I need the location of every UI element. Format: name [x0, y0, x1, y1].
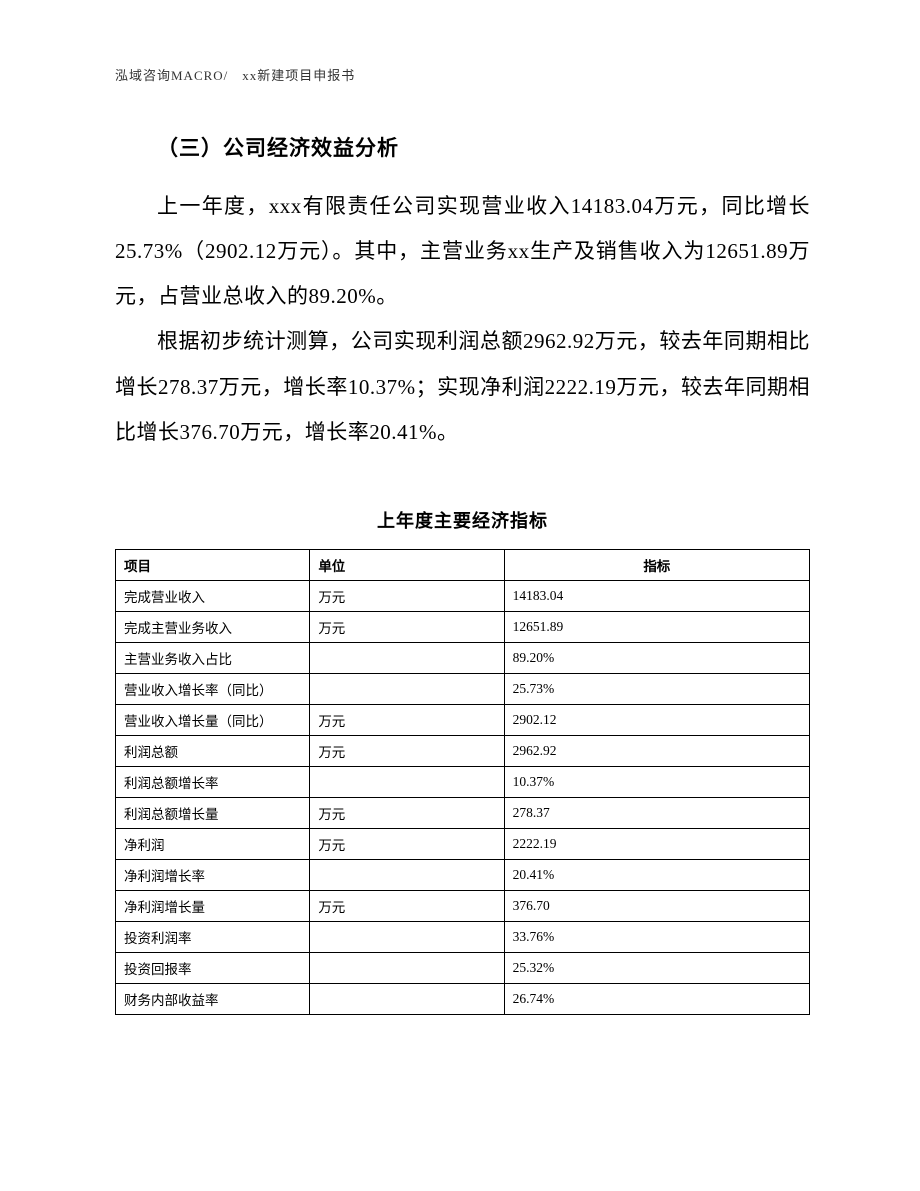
table-row: 净利润 万元 2222.19	[116, 828, 810, 859]
cell-item: 财务内部收益率	[116, 983, 310, 1014]
cell-unit: 万元	[310, 735, 504, 766]
col-header-indicator: 指标	[504, 549, 809, 580]
table-body: 完成营业收入 万元 14183.04 完成主营业务收入 万元 12651.89 …	[116, 580, 810, 1014]
cell-unit	[310, 673, 504, 704]
cell-indicator: 278.37	[504, 797, 809, 828]
cell-unit: 万元	[310, 611, 504, 642]
paragraph-2: 根据初步统计测算，公司实现利润总额2962.92万元，较去年同期相比增长278.…	[115, 319, 810, 454]
cell-indicator: 2902.12	[504, 704, 809, 735]
cell-item: 净利润增长率	[116, 859, 310, 890]
cell-unit: 万元	[310, 890, 504, 921]
table-header-row: 项目 单位 指标	[116, 549, 810, 580]
indicators-table: 项目 单位 指标 完成营业收入 万元 14183.04 完成主营业务收入 万元 …	[115, 549, 810, 1015]
table-row: 营业收入增长量（同比） 万元 2902.12	[116, 704, 810, 735]
cell-indicator: 12651.89	[504, 611, 809, 642]
cell-indicator: 25.32%	[504, 952, 809, 983]
paragraph-1: 上一年度，xxx有限责任公司实现营业收入14183.04万元，同比增长25.73…	[115, 184, 810, 319]
cell-indicator: 33.76%	[504, 921, 809, 952]
cell-item: 营业收入增长量（同比）	[116, 704, 310, 735]
document-page: 泓域咨询MACRO/ xx新建项目申报书 （三）公司经济效益分析 上一年度，xx…	[0, 0, 920, 1085]
cell-indicator: 10.37%	[504, 766, 809, 797]
cell-unit: 万元	[310, 797, 504, 828]
cell-item: 净利润增长量	[116, 890, 310, 921]
table-row: 利润总额 万元 2962.92	[116, 735, 810, 766]
table-row: 完成主营业务收入 万元 12651.89	[116, 611, 810, 642]
section-heading: （三）公司经济效益分析	[115, 132, 810, 162]
cell-unit: 万元	[310, 828, 504, 859]
cell-item: 主营业务收入占比	[116, 642, 310, 673]
cell-indicator: 2222.19	[504, 828, 809, 859]
cell-item: 利润总额增长量	[116, 797, 310, 828]
table-row: 投资利润率 33.76%	[116, 921, 810, 952]
cell-item: 投资利润率	[116, 921, 310, 952]
table-row: 利润总额增长量 万元 278.37	[116, 797, 810, 828]
cell-indicator: 14183.04	[504, 580, 809, 611]
table-row: 利润总额增长率 10.37%	[116, 766, 810, 797]
cell-indicator: 89.20%	[504, 642, 809, 673]
table-row: 营业收入增长率（同比） 25.73%	[116, 673, 810, 704]
cell-item: 营业收入增长率（同比）	[116, 673, 310, 704]
cell-unit	[310, 766, 504, 797]
cell-indicator: 25.73%	[504, 673, 809, 704]
table-row: 投资回报率 25.32%	[116, 952, 810, 983]
cell-unit: 万元	[310, 704, 504, 735]
cell-item: 净利润	[116, 828, 310, 859]
table-row: 净利润增长率 20.41%	[116, 859, 810, 890]
cell-unit	[310, 859, 504, 890]
table-row: 财务内部收益率 26.74%	[116, 983, 810, 1014]
cell-indicator: 2962.92	[504, 735, 809, 766]
cell-indicator: 26.74%	[504, 983, 809, 1014]
cell-unit: 万元	[310, 580, 504, 611]
cell-indicator: 376.70	[504, 890, 809, 921]
cell-unit	[310, 921, 504, 952]
cell-unit	[310, 952, 504, 983]
table-row: 主营业务收入占比 89.20%	[116, 642, 810, 673]
table-row: 净利润增长量 万元 376.70	[116, 890, 810, 921]
cell-item: 完成主营业务收入	[116, 611, 310, 642]
cell-unit	[310, 642, 504, 673]
cell-item: 利润总额	[116, 735, 310, 766]
col-header-item: 项目	[116, 549, 310, 580]
table-title: 上年度主要经济指标	[115, 507, 810, 533]
cell-item: 完成营业收入	[116, 580, 310, 611]
cell-indicator: 20.41%	[504, 859, 809, 890]
cell-item: 利润总额增长率	[116, 766, 310, 797]
cell-item: 投资回报率	[116, 952, 310, 983]
col-header-unit: 单位	[310, 549, 504, 580]
table-row: 完成营业收入 万元 14183.04	[116, 580, 810, 611]
cell-unit	[310, 983, 504, 1014]
page-header: 泓域咨询MACRO/ xx新建项目申报书	[115, 65, 810, 84]
